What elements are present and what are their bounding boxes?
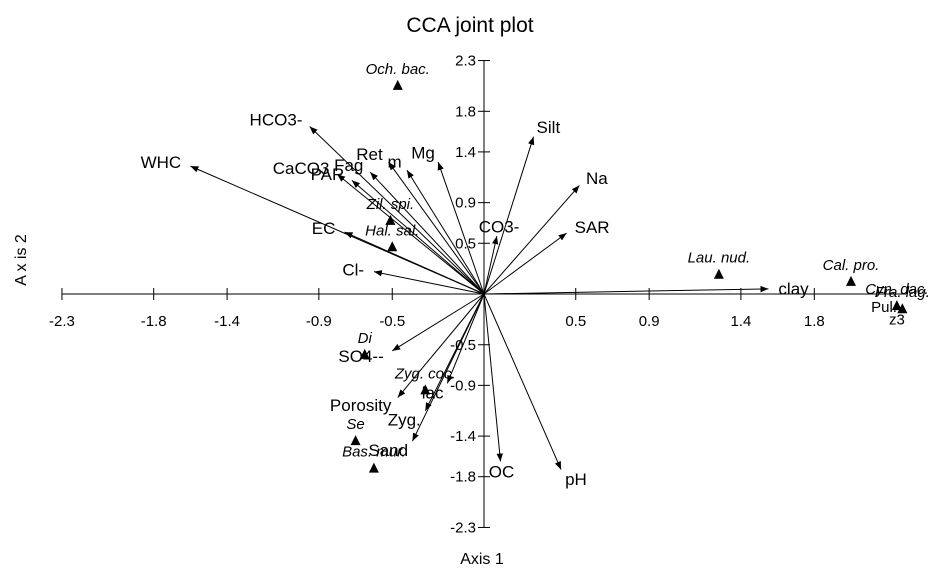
species-se-label: Se bbox=[346, 416, 364, 433]
x-tick-label: 1.4 bbox=[730, 313, 751, 330]
vector-mg-label: Mg bbox=[411, 144, 435, 163]
y-tick-label: 1.4 bbox=[455, 144, 476, 161]
vector-par bbox=[351, 179, 485, 295]
species-hal-sal-label: Hal. sal. bbox=[365, 222, 419, 239]
vector-caco3-label: CaCO3 bbox=[273, 159, 330, 178]
vector-par-label: PAR bbox=[311, 165, 345, 184]
vector-ph-label: pH bbox=[565, 470, 587, 489]
species-zyg-coc-label: Zyg. coc. bbox=[394, 365, 456, 382]
x-tick-label: -1.4 bbox=[214, 313, 240, 330]
x-tick-label: 1.8 bbox=[804, 313, 825, 330]
vector-zyg-label: Zyg. bbox=[388, 411, 421, 430]
species-cyn-dac-marker bbox=[891, 300, 902, 311]
y-axis-label: A x is 2 bbox=[13, 234, 30, 286]
species-zil-spi-label: Zil. spi. bbox=[366, 196, 415, 213]
species-fra-lag-label: Fra. lag. bbox=[875, 284, 930, 301]
species-di-label: Di bbox=[358, 330, 373, 347]
environment-vectors bbox=[190, 126, 769, 470]
vector-lac bbox=[446, 293, 485, 384]
x-tick-label: -2.3 bbox=[49, 313, 75, 330]
species-se-marker bbox=[350, 435, 361, 446]
plot-axes: -2.3 -1.8 -1.4 -0.9 -0.5 0.5 0.9 1.4 1.8 2.3 1.8 1.… bbox=[49, 53, 907, 536]
species-hal-sal-marker bbox=[387, 241, 398, 252]
vector-silt-label: Silt bbox=[537, 118, 561, 137]
vector-hco3-label: HCO3- bbox=[250, 111, 303, 130]
species-zil-spi-marker bbox=[385, 214, 396, 225]
species-och-bac-marker bbox=[392, 79, 403, 90]
species-lau-nud-marker bbox=[713, 268, 724, 279]
vector-so4 bbox=[391, 293, 485, 352]
vector-ph bbox=[483, 293, 562, 470]
y-tick-label: -1.8 bbox=[450, 469, 476, 486]
vector-clay bbox=[483, 285, 769, 295]
vector-lac-label: lac bbox=[422, 384, 444, 403]
vector-porosity bbox=[397, 293, 485, 398]
chart-title: CCA joint plot bbox=[406, 14, 533, 37]
y-tick-label: -1.4 bbox=[450, 428, 476, 445]
vector-na bbox=[483, 185, 580, 295]
x-tick-label: 0.9 bbox=[639, 313, 660, 330]
y-tick-label: -2.3 bbox=[450, 519, 476, 536]
species-fra-lag-marker bbox=[897, 303, 908, 314]
vector-fag bbox=[369, 171, 485, 295]
vector-mg bbox=[437, 161, 485, 295]
vector-ret-label: Ret bbox=[356, 145, 383, 164]
vector-ec bbox=[344, 231, 485, 295]
vector-so4-label: SO4-- bbox=[338, 347, 383, 366]
vector-hco3 bbox=[309, 126, 485, 295]
y-tick-label: 2.3 bbox=[455, 53, 476, 70]
annotation-label: z3 bbox=[889, 311, 905, 328]
vector-na-label: Na bbox=[586, 169, 608, 188]
species-di-marker bbox=[359, 348, 370, 359]
vector-fag-label: Fag bbox=[334, 156, 363, 175]
vector-cl-label: Cl- bbox=[342, 261, 364, 280]
species-bas-mur-marker bbox=[368, 462, 379, 473]
annotation-label: Pul. bbox=[871, 299, 897, 316]
vector-oc bbox=[483, 293, 503, 462]
vector-sar-label: SAR bbox=[575, 218, 610, 237]
x-tick-label: -0.5 bbox=[379, 313, 405, 330]
x-tick-label: 0.5 bbox=[565, 313, 586, 330]
vector-porosity-label: Porosity bbox=[330, 396, 392, 415]
species-zyg-coc-marker bbox=[420, 384, 431, 395]
vector-ret bbox=[388, 161, 485, 295]
species-lau-nud-label: Lau. nud. bbox=[688, 250, 751, 267]
y-tick-label: -0.9 bbox=[450, 377, 476, 394]
vector-zyg bbox=[424, 293, 485, 411]
x-tick-label: -1.8 bbox=[141, 313, 167, 330]
y-tick-label: 0.9 bbox=[455, 195, 476, 212]
vector-sand-label: Sand bbox=[368, 441, 408, 460]
vector-co3-label: CO3- bbox=[479, 217, 520, 236]
vector-m bbox=[406, 169, 485, 295]
vector-sar bbox=[483, 232, 567, 295]
vector-cl bbox=[373, 270, 485, 295]
vector-oc-label: OC bbox=[489, 462, 515, 481]
species-cal-pro-marker bbox=[846, 275, 856, 286]
vector-ec-label: EC bbox=[312, 219, 336, 238]
vector-co3 bbox=[483, 236, 499, 295]
species-och-bac-label: Och. bac. bbox=[366, 61, 430, 78]
vector-clay-label: clay bbox=[778, 280, 809, 299]
y-tick-label: 0.5 bbox=[455, 235, 476, 252]
species-cyn-dac-label: Cyn. dac. bbox=[865, 281, 928, 298]
species-points bbox=[350, 79, 908, 473]
vector-m-label: m bbox=[387, 153, 401, 172]
x-tick-label: -0.9 bbox=[306, 313, 332, 330]
vector-caco3 bbox=[336, 173, 485, 295]
x-axis-label: Axis 1 bbox=[460, 551, 504, 568]
species-cal-pro-label: Cal. pro. bbox=[823, 257, 880, 274]
species-bas-mur-label: Bas. mur. bbox=[342, 444, 406, 461]
vector-silt bbox=[483, 136, 535, 295]
y-tick-label: 1.8 bbox=[455, 103, 476, 120]
vector-whc-label: WHC bbox=[141, 153, 182, 172]
